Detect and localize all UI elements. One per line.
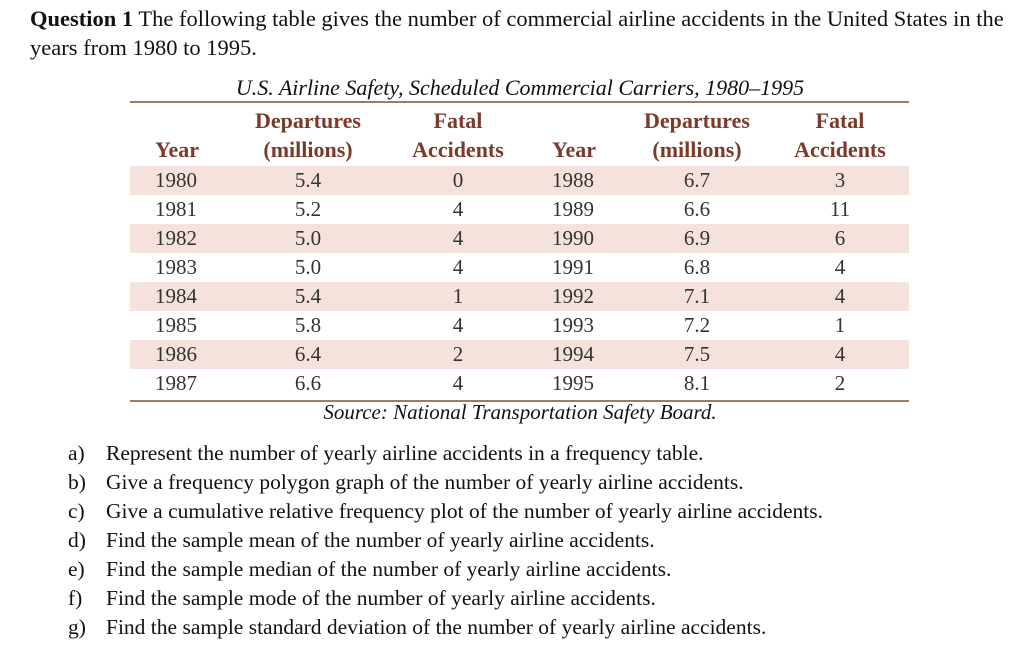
table-cell: 1995 (552, 371, 594, 395)
item-text: Represent the number of yearly airline a… (106, 441, 704, 465)
table-cell: 6.4 (294, 342, 322, 366)
item-label: g) (68, 615, 86, 639)
item-label: d) (68, 528, 86, 552)
table-cell: 5.4 (294, 168, 322, 192)
item-text: Find the sample mode of the number of ye… (106, 586, 656, 610)
table-cell: 5.0 (294, 226, 322, 250)
table-cell: 6.6 (683, 197, 711, 221)
table-caption: U.S. Airline Safety, Scheduled Commercia… (235, 75, 805, 100)
column-header: (millions) (263, 137, 353, 162)
question-text: The following table gives the number of … (30, 6, 1004, 60)
table-cell: 6.7 (683, 168, 711, 192)
table-cell: 1980 (155, 168, 197, 192)
item-label: f) (68, 586, 83, 610)
table-cell: 7.5 (683, 342, 711, 366)
table-cell: 1 (452, 284, 464, 308)
table-cell: 1983 (155, 255, 197, 279)
table-cell: 0 (452, 168, 464, 192)
bottom-rule (130, 400, 909, 402)
table-cell: 1982 (155, 226, 197, 250)
table-cell: 4 (452, 313, 464, 337)
table-cell: 1986 (155, 342, 197, 366)
row-band (130, 224, 909, 253)
column-header: Accidents (794, 137, 886, 162)
item-text: Give a cumulative relative frequency plo… (106, 499, 823, 523)
table-cell: 4 (834, 342, 846, 366)
column-header: Accidents (412, 137, 504, 162)
table-cell: 4 (834, 255, 846, 279)
table-cell: 5.8 (294, 313, 322, 337)
table-cell: 1989 (552, 197, 594, 221)
column-header: Year (155, 137, 199, 162)
column-header: Year (552, 137, 596, 162)
table-cell: 1992 (552, 284, 594, 308)
column-header: Fatal (815, 108, 865, 133)
table-cell: 1987 (155, 371, 197, 395)
row-band (130, 282, 909, 311)
table-cell: 11 (829, 197, 851, 221)
table-cell: 1981 (155, 197, 197, 221)
row-band (130, 166, 909, 195)
table-cell: 6 (834, 226, 846, 250)
row-band (130, 340, 909, 369)
table-cell: 8.1 (683, 371, 711, 395)
table-cell: 6.6 (294, 371, 322, 395)
item-label: c) (68, 499, 85, 523)
table-source: Source: National Transportation Safety B… (323, 400, 717, 424)
table-cell: 7.1 (683, 284, 711, 308)
table-cell: 5.4 (294, 284, 322, 308)
item-label: a) (68, 441, 85, 465)
table-cell: 6.9 (683, 226, 711, 250)
table-cell: 4 (452, 371, 464, 395)
table-cell: 5.0 (294, 255, 322, 279)
column-header: Departures (255, 108, 361, 133)
table-cell: 1994 (552, 342, 594, 366)
table-cell: 2 (452, 342, 464, 366)
table-cell: 4 (452, 226, 464, 250)
question-title: Question 1 (30, 6, 134, 31)
table-cell: 1988 (552, 168, 594, 192)
question: Question 1 The following table gives the… (30, 4, 1005, 62)
column-header: (millions) (652, 137, 742, 162)
table-cell: 5.2 (294, 197, 322, 221)
table-cell: 1985 (155, 313, 197, 337)
table-cell: 1993 (552, 313, 594, 337)
item-text: Find the sample standard deviation of th… (106, 615, 767, 639)
item-label: b) (68, 470, 86, 494)
table-cell: 4 (452, 255, 464, 279)
table-cell: 4 (452, 197, 464, 221)
item-text: Find the sample median of the number of … (106, 557, 672, 581)
table-cell: 1991 (552, 255, 594, 279)
column-header: Fatal (433, 108, 483, 133)
table-cell: 3 (834, 168, 846, 192)
table-cell: 7.2 (683, 313, 711, 337)
item-text: Give a frequency polygon graph of the nu… (106, 470, 744, 494)
table-cell: 4 (834, 284, 846, 308)
column-header: Departures (644, 108, 750, 133)
table-cell: 1 (834, 313, 846, 337)
item-text: Find the sample mean of the number of ye… (106, 528, 655, 552)
item-label: e) (68, 557, 85, 581)
table-cell: 1984 (155, 284, 197, 308)
table-cell: 2 (834, 371, 846, 395)
table-cell: 1990 (552, 226, 594, 250)
top-rule (130, 101, 909, 103)
table-cell: 6.8 (683, 255, 711, 279)
